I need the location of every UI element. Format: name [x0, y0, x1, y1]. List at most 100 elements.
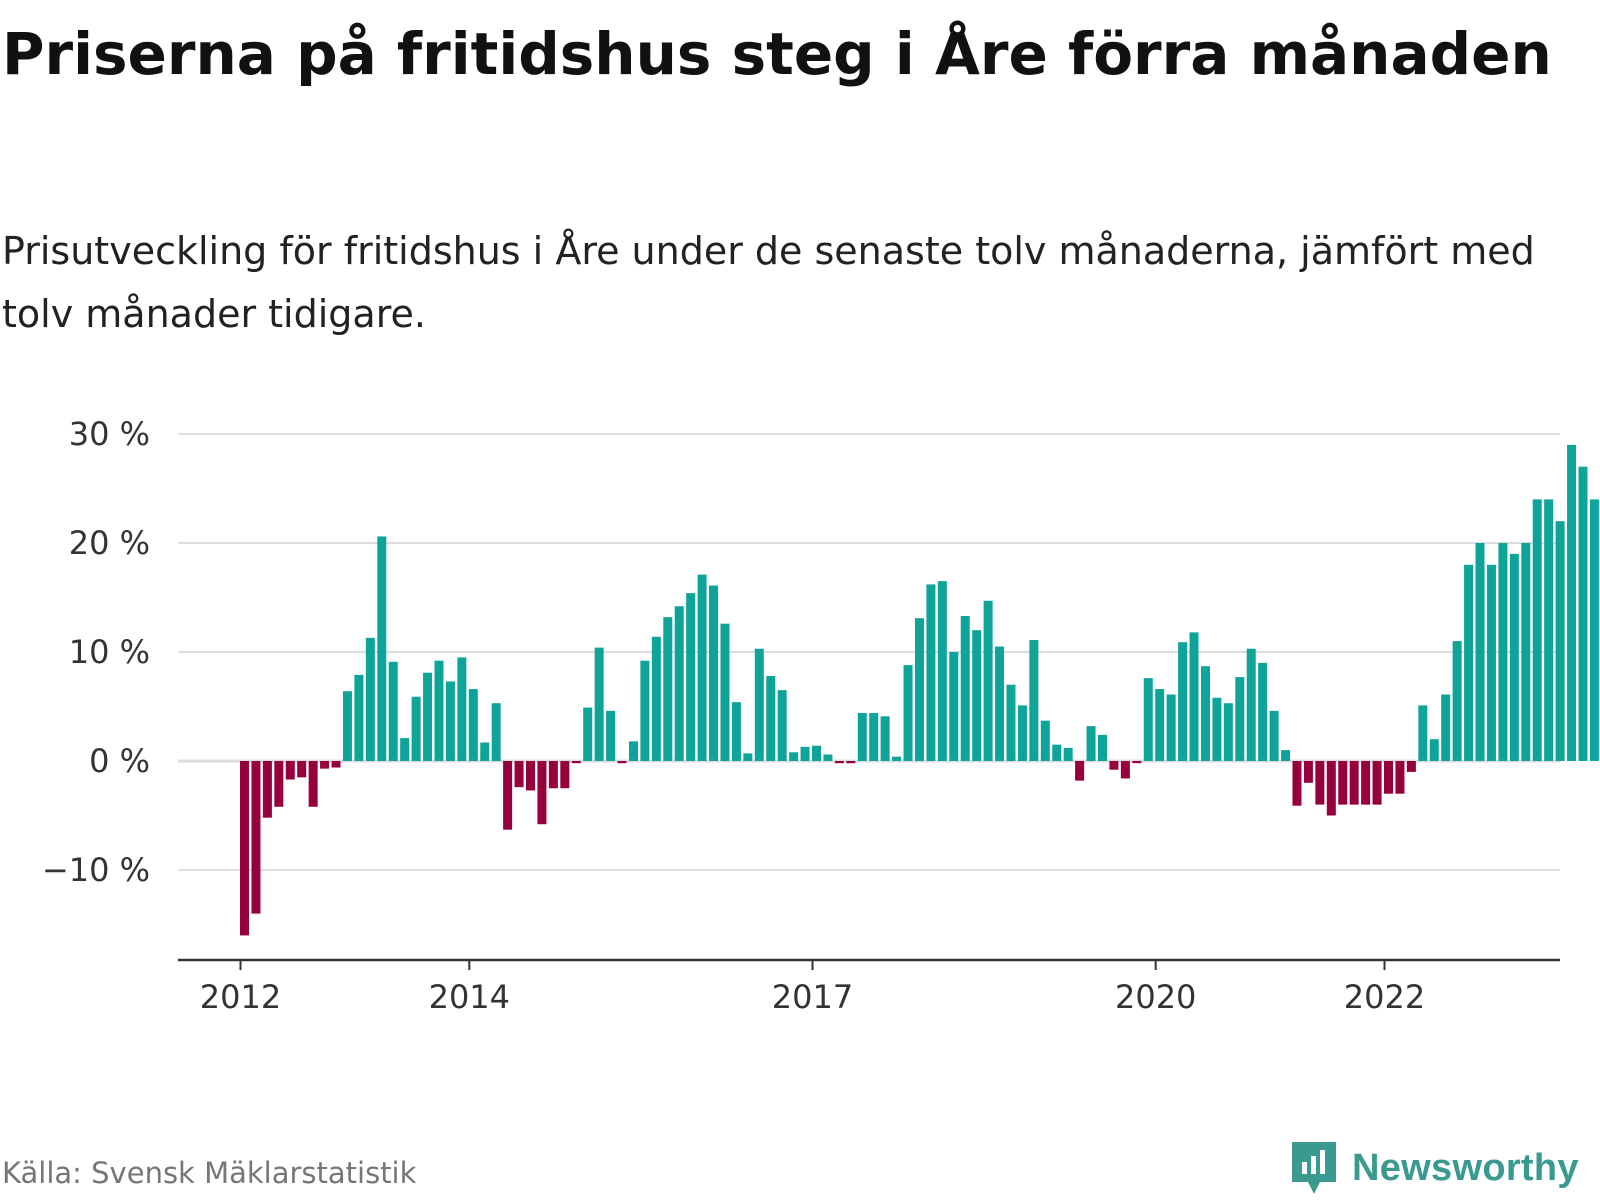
bar [526, 761, 535, 791]
bar-chart: −10 % 0 % 10 % 20 % 30 % 2012 2014 2017 2020 2022… [42, 415, 1599, 1016]
bar [548, 761, 558, 789]
bar [1178, 642, 1188, 761]
bar [560, 761, 570, 789]
x-tick-label: 2017 [772, 978, 853, 1016]
newsworthy-logo-icon [1292, 1142, 1336, 1194]
bar [1040, 720, 1050, 761]
bar [617, 761, 627, 764]
brand-name: Newsworthy [1352, 1146, 1579, 1189]
bar [606, 710, 616, 761]
axes [178, 958, 1560, 970]
bar [480, 742, 490, 761]
y-tick-label: −10 % [42, 851, 150, 889]
bar [240, 761, 249, 936]
bar [1521, 543, 1531, 761]
bar [663, 617, 673, 761]
bar [1017, 705, 1027, 761]
bar [377, 536, 387, 761]
bar [1063, 747, 1073, 761]
bar [1212, 697, 1222, 761]
bar [445, 681, 455, 761]
source-note: Källa: Svensk Mäklarstatistik [2, 1156, 417, 1190]
bar [1452, 641, 1462, 761]
bar [1486, 564, 1496, 761]
bar [594, 647, 604, 761]
bar [262, 761, 272, 818]
bar [1155, 689, 1165, 761]
bar [1315, 761, 1325, 805]
bar [1303, 761, 1313, 783]
bar [960, 616, 970, 761]
bar [1281, 750, 1291, 761]
bar [1052, 744, 1062, 761]
bar [1498, 543, 1508, 761]
bar [1544, 499, 1554, 761]
y-tick-label: 10 % [69, 633, 150, 671]
bar [1384, 761, 1393, 794]
chart-subtitle: Prisutveckling för fritidshus i Åre unde… [2, 229, 1535, 336]
bar [1361, 761, 1371, 805]
bar [1200, 666, 1210, 761]
bar [1098, 734, 1107, 761]
bar [1578, 466, 1588, 761]
bar [903, 665, 913, 761]
bar [1509, 553, 1519, 761]
bar [1189, 632, 1199, 761]
bar [1029, 640, 1039, 761]
bar [1441, 694, 1451, 761]
x-tick-label: 2022 [1344, 978, 1425, 1016]
bar [789, 752, 799, 761]
y-tick-label: 20 % [69, 524, 150, 562]
bar [1223, 703, 1233, 761]
bar [354, 674, 364, 761]
bar [1372, 761, 1382, 805]
bar [1418, 705, 1428, 761]
bar [1143, 678, 1153, 761]
bar [812, 745, 821, 761]
bar [1464, 564, 1474, 761]
bar [1555, 521, 1565, 761]
bar [320, 761, 330, 769]
bar [491, 703, 501, 761]
bar [1166, 694, 1176, 761]
bar [468, 689, 478, 761]
bar [777, 690, 787, 761]
y-tick-label: 30 % [69, 415, 150, 453]
x-tick-label: 2020 [1115, 978, 1196, 1016]
bar [720, 623, 730, 761]
bar [800, 746, 810, 761]
bar [686, 593, 696, 761]
chart-title: Priserna på fritidshus steg i Åre förra … [2, 20, 1552, 88]
bar [869, 713, 879, 761]
bar [731, 702, 741, 761]
bar [1429, 739, 1439, 761]
bar [926, 584, 936, 761]
bar [331, 761, 341, 768]
bar [674, 606, 684, 761]
bar [308, 761, 318, 807]
bar [628, 741, 638, 761]
bar [1292, 761, 1302, 806]
bar [434, 660, 444, 761]
bar [1075, 761, 1085, 781]
bar [892, 756, 902, 761]
bar [251, 761, 261, 914]
bar [1349, 761, 1359, 805]
bar [709, 585, 719, 761]
bar [1406, 761, 1416, 772]
bar [285, 761, 295, 780]
bar [514, 761, 524, 788]
bar [937, 581, 947, 761]
bar [983, 600, 993, 761]
bar [342, 691, 352, 761]
bar [640, 660, 650, 761]
bar [537, 761, 547, 825]
bar [995, 646, 1005, 761]
bar [274, 761, 284, 807]
bar [743, 753, 753, 761]
bar [388, 661, 398, 761]
bar [365, 637, 375, 761]
bar [1235, 677, 1245, 761]
bar [1589, 499, 1599, 761]
bar [754, 648, 764, 761]
